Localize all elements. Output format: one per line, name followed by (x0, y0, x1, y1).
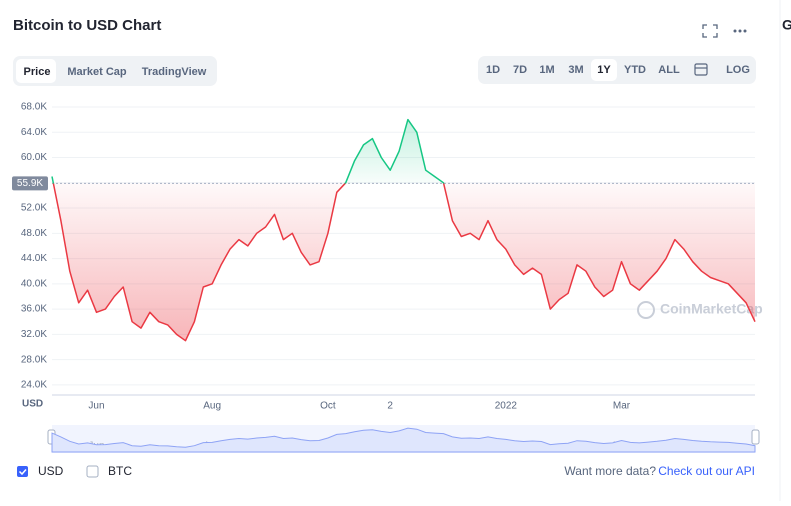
y-tick-label: 64.0K (21, 127, 47, 138)
calendar-icon[interactable] (694, 63, 708, 76)
watermark: CoinMarketCap (660, 301, 763, 317)
more-data: Want more data? (564, 464, 656, 478)
y-tick-label: 24.0K (21, 380, 47, 391)
y-tick-label: 36.0K (21, 304, 47, 315)
range-button[interactable]: 7D (513, 64, 527, 76)
range-selected (591, 59, 617, 81)
nav-handle-right[interactable] (751, 429, 760, 445)
price-line (51, 118, 756, 342)
y-tick-label: 60.0K (21, 152, 47, 163)
y-tick-label: 28.0K (21, 354, 47, 365)
range-button[interactable]: 3M (568, 64, 583, 76)
y-tick-label: 40.0K (21, 278, 47, 289)
checkmark (18, 469, 27, 476)
legend-usd: USD (38, 464, 64, 478)
tab[interactable]: Price (24, 66, 51, 78)
range-button[interactable]: 1Y (597, 64, 611, 76)
range-button[interactable]: 1M (539, 64, 554, 76)
reference-label-bg (12, 176, 48, 191)
y-tick-label: 44.0K (21, 253, 47, 264)
side-letter: G (782, 17, 791, 33)
x-tick-label: 2 (387, 401, 393, 412)
tab-selected (16, 59, 56, 83)
y-unit-label: USD (22, 399, 43, 410)
y-tick-label: 48.0K (21, 228, 47, 239)
x-tick-label: Mar (613, 401, 631, 412)
x-tick-label: 2022 (495, 401, 518, 412)
x-tick-label: Oct (320, 401, 336, 412)
log-button[interactable]: LOG (726, 64, 750, 76)
legend-btc: BTC (108, 464, 132, 478)
watermark-logo (637, 301, 655, 319)
x-tick-label: Aug (203, 401, 221, 412)
y-tick-label: 68.0K (21, 102, 47, 113)
tab-group (13, 56, 217, 86)
price-area (52, 119, 755, 341)
y-tick-label: 32.0K (21, 329, 47, 340)
range-button[interactable]: YTD (624, 64, 646, 76)
tab[interactable]: TradingView (142, 66, 207, 78)
api-link[interactable]: Check out our API (658, 464, 755, 478)
checkbox-btc[interactable] (86, 465, 99, 478)
reference-label: 55.9K (17, 178, 43, 189)
y-tick-label: 52.0K (21, 203, 47, 214)
x-tick-label: Jun (88, 401, 104, 412)
more-icon[interactable] (733, 29, 747, 33)
nav-area (51, 427, 756, 453)
range-button[interactable]: 1D (486, 64, 500, 76)
chart-title: Bitcoin to USD Chart (13, 17, 161, 34)
fullscreen-icon[interactable] (702, 24, 718, 38)
range-button[interactable]: ALL (658, 64, 680, 76)
tab[interactable]: Market Cap (67, 66, 127, 78)
checkbox-usd[interactable] (17, 466, 28, 477)
